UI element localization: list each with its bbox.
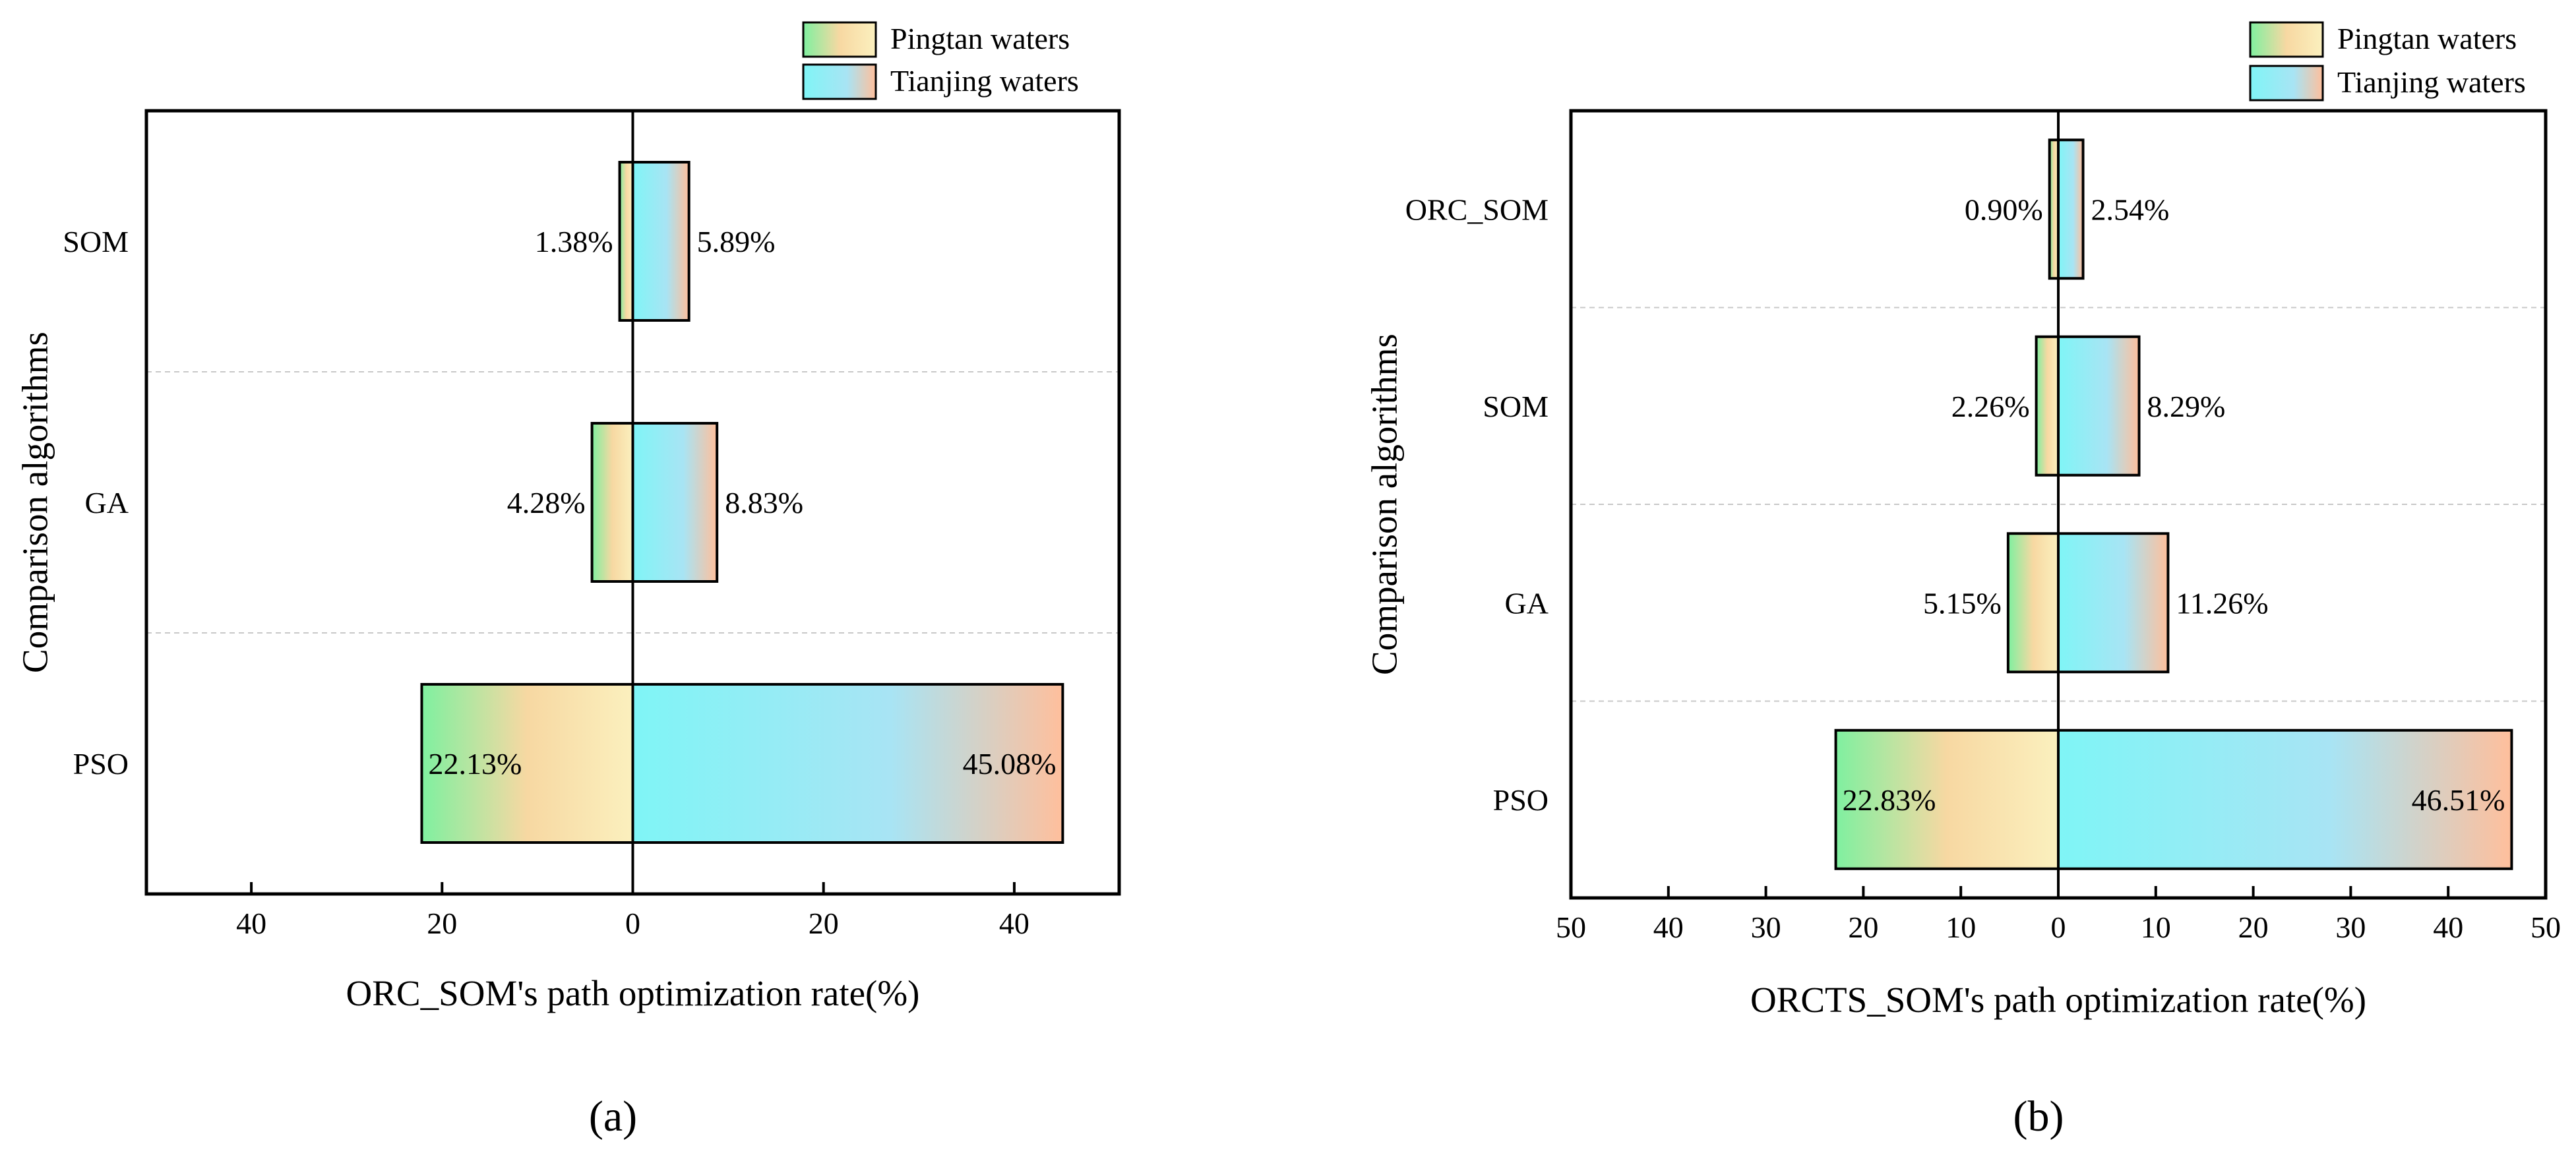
category-label: SOM	[1483, 390, 1549, 423]
legend-swatch-pingtan	[802, 21, 877, 58]
bar-tianjing	[2057, 728, 2513, 870]
chart-panel-b: 0.90% 2.54% ORC_SOM 2.26% 8.29% SOM 5.15% 11.26…	[1364, 21, 2561, 1141]
x-tick-label: 50	[1556, 910, 1586, 944]
x-tick-label: 0	[625, 906, 640, 940]
data-label-tianjing: 2.54%	[2091, 193, 2170, 226]
bar-tianjing	[631, 161, 690, 322]
data-label-pingtan: 0.90%	[1965, 193, 2043, 226]
x-tick-label: 10	[1946, 910, 1976, 944]
category-label: SOM	[63, 225, 129, 258]
data-label-pingtan: 5.15%	[1923, 586, 2002, 620]
bar-pingtan	[2035, 335, 2060, 477]
data-label-pingtan: 2.26%	[1951, 390, 2030, 423]
x-tick-label: 30	[2335, 910, 2366, 944]
bar-tianjing	[2057, 335, 2141, 477]
legend-label-pingtan: Pingtan waters	[2337, 22, 2517, 55]
x-tick-label: 20	[809, 906, 839, 940]
x-tick-label: 30	[1751, 910, 1781, 944]
x-axis-title: ORC_SOM's path optimization rate(%)	[346, 973, 920, 1013]
chart-panel-a: 1.38% 5.89% SOM 4.28% 8.83% GA 22.13% 45.08% PSO…	[15, 21, 1121, 1141]
x-tick-label: 20	[427, 906, 457, 940]
category-label: ORC_SOM	[1405, 193, 1549, 226]
category-label: PSO	[1493, 783, 1549, 817]
data-label-pingtan: 22.83%	[1843, 783, 1936, 817]
bar-tianjing	[631, 422, 719, 583]
data-label-tianjing: 8.29%	[2147, 390, 2226, 423]
panel-label: (a)	[589, 1092, 637, 1141]
legend-swatch-tianjing	[2249, 65, 2324, 102]
x-tick-label: 40	[236, 906, 266, 940]
panel-label: (b)	[2013, 1092, 2064, 1141]
y-axis-title: Comparison algorithms	[15, 332, 55, 673]
data-label-tianjing: 45.08%	[963, 747, 1057, 781]
x-tick-label: 50	[2530, 910, 2561, 944]
legend-label-pingtan: Pingtan waters	[890, 22, 1070, 55]
bar-pingtan	[2006, 532, 2060, 674]
bar-tianjing	[2057, 532, 2170, 674]
x-tick-label: 40	[999, 906, 1029, 940]
category-label: GA	[1505, 586, 1549, 620]
data-label-pingtan: 4.28%	[507, 486, 586, 519]
data-label-pingtan: 1.38%	[535, 225, 613, 258]
x-tick-label: 0	[2051, 910, 2066, 944]
data-label-pingtan: 22.13%	[428, 747, 522, 781]
y-axis-title: Comparison algorithms	[1364, 334, 1404, 675]
legend-label-tianjing: Tianjing waters	[890, 64, 1079, 98]
category-label: PSO	[73, 747, 129, 781]
data-label-tianjing: 5.89%	[697, 225, 776, 258]
bar-tianjing	[631, 683, 1064, 844]
x-tick-label: 40	[1653, 910, 1684, 944]
x-tick-label: 10	[2141, 910, 2171, 944]
x-axis-title: ORCTS_SOM's path optimization rate(%)	[1750, 980, 2366, 1020]
bar-pingtan	[420, 683, 634, 844]
bar-tianjing	[2057, 138, 2085, 280]
category-label: GA	[85, 486, 129, 519]
data-label-tianjing: 8.83%	[725, 486, 803, 519]
legend-label-tianjing: Tianjing waters	[2337, 65, 2526, 99]
x-tick-label: 20	[1848, 910, 1878, 944]
bar-pingtan	[618, 161, 634, 322]
legend-swatch-tianjing	[802, 63, 877, 100]
data-label-tianjing: 46.51%	[2412, 783, 2505, 817]
bar-pingtan	[590, 422, 634, 583]
data-label-tianjing: 11.26%	[2176, 586, 2268, 620]
x-tick-label: 20	[2238, 910, 2269, 944]
x-tick-label: 40	[2433, 910, 2463, 944]
legend-swatch-pingtan	[2249, 21, 2324, 58]
